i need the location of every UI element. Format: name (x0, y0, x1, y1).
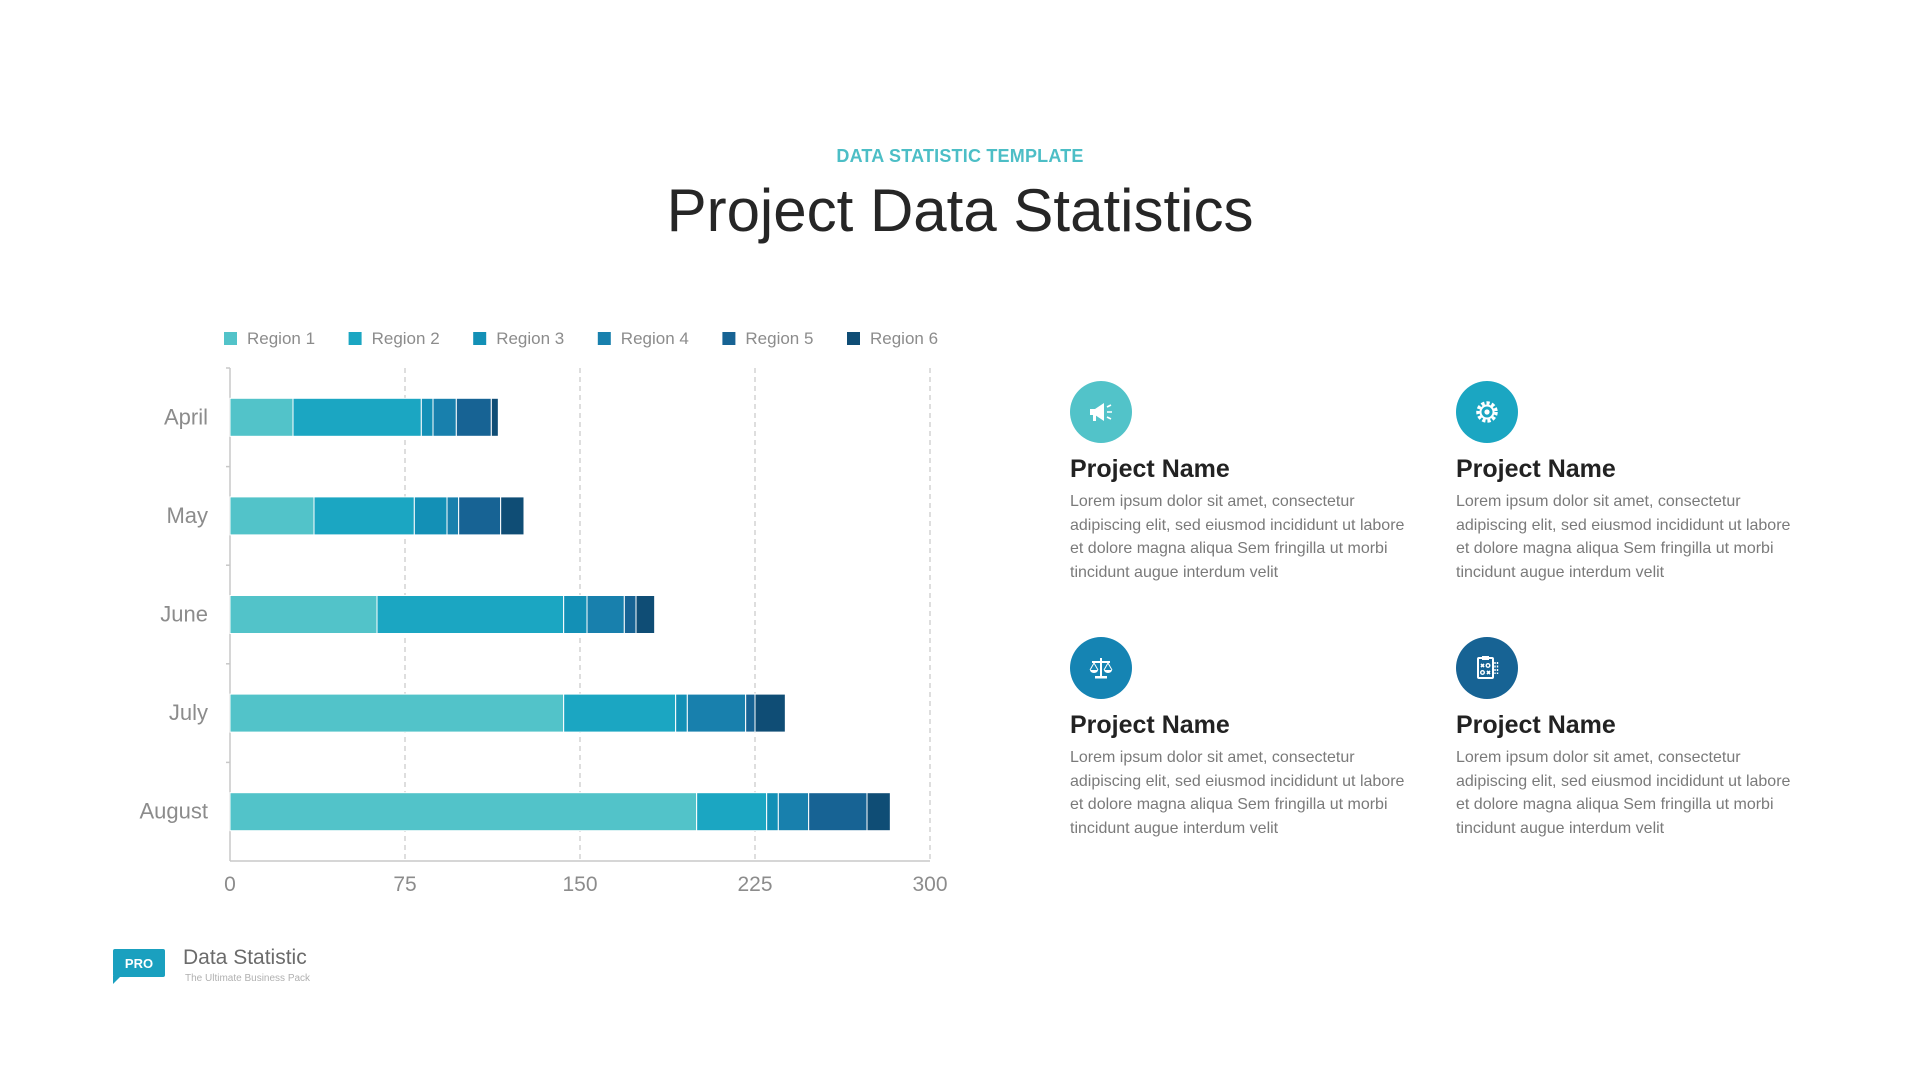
category-label: July (169, 700, 208, 725)
bar-segment (777, 792, 810, 832)
bar-segment (229, 397, 294, 437)
card-description: Lorem ipsum dolor sit amet, consectetur … (1456, 749, 1791, 837)
bar-segment (696, 792, 768, 832)
bar-segment (229, 496, 315, 536)
scales-icon (1089, 658, 1113, 679)
bar-segment (420, 397, 434, 437)
slide-title: Project Data Statistics (666, 177, 1254, 244)
category-label: August (140, 799, 209, 824)
bar-segment (808, 792, 868, 832)
x-tick-label: 150 (562, 873, 597, 896)
pro-badge: PRO (113, 949, 165, 977)
project-card-4: Project Name Lorem ipsum dolor sit amet,… (1456, 637, 1796, 840)
bar-segment (455, 397, 492, 437)
card-title: Project Name (1456, 711, 1616, 739)
x-tick-label: 225 (737, 873, 772, 896)
bar-segment (754, 693, 786, 733)
bar-segment (376, 595, 565, 634)
card-description: Lorem ipsum dolor sit amet, consectetur … (1070, 749, 1405, 837)
x-tick-label: 75 (393, 873, 416, 896)
card-description: Lorem ipsum dolor sit amet, consectetur … (1456, 493, 1791, 581)
legend-label: Region 3 (496, 329, 564, 348)
card-title: Project Name (1070, 455, 1230, 483)
legend-swatch (847, 332, 860, 345)
card-title: Project Name (1070, 711, 1230, 739)
legend-label: Region 5 (745, 329, 813, 348)
category-label: June (160, 602, 208, 627)
bar-segment (229, 792, 698, 832)
card-title: Project Name (1456, 455, 1616, 483)
bar-segment (229, 595, 378, 634)
bar-segment (675, 693, 688, 733)
legend-label: Region 1 (247, 329, 315, 348)
legend-swatch (473, 332, 487, 345)
bar-segment (686, 693, 747, 733)
footer-tagline: The Ultimate Business Pack (185, 973, 311, 984)
legend-swatch (348, 332, 362, 345)
bar-segment (446, 496, 460, 536)
megaphone-icon (1090, 403, 1112, 421)
legend-label: Region 2 (372, 329, 440, 348)
bar-segment (766, 792, 779, 832)
bar-segment (563, 693, 677, 733)
card-description: Lorem ipsum dolor sit amet, consectetur … (1070, 493, 1405, 581)
project-card-2: Project Name Lorem ipsum dolor sit amet,… (1456, 381, 1796, 584)
footer-brand-name: Data Statistic (183, 946, 307, 969)
bar-segment (623, 595, 637, 634)
bar-segment (635, 595, 656, 634)
bar-segment (563, 595, 588, 634)
x-tick-label: 0 (224, 873, 236, 896)
bar-segment (292, 397, 422, 437)
slide-subtitle: DATA STATISTIC TEMPLATE (836, 146, 1084, 166)
card-icon-circle (1456, 381, 1518, 443)
bar-segment (500, 496, 525, 536)
card-icon-circle (1070, 381, 1132, 443)
bar-segment (866, 792, 891, 832)
category-label: May (166, 503, 208, 528)
x-tick-label: 300 (912, 873, 947, 896)
bar-segment (413, 496, 448, 536)
bar-segment (432, 397, 457, 437)
bar-segment (313, 496, 415, 536)
category-label: April (164, 404, 208, 429)
bar-segment (586, 595, 625, 634)
legend-label: Region 6 (870, 329, 938, 348)
legend-swatch (597, 332, 611, 345)
stacked-bar-chart: 0 75 150 225 300 April May June July August Region… (140, 329, 948, 896)
bar-segment (490, 397, 499, 437)
card-icon-circle (1456, 637, 1518, 699)
legend-swatch (224, 332, 237, 345)
legend-swatch (722, 332, 736, 345)
pro-badge-tail (113, 976, 121, 984)
project-card-3: Project Name Lorem ipsum dolor sit amet,… (1070, 637, 1410, 840)
legend-label: Region 4 (621, 329, 689, 348)
bar-segment (229, 693, 565, 733)
strategy-board-icon (1477, 656, 1499, 679)
bar-segment (745, 693, 756, 733)
project-card-1: Project Name Lorem ipsum dolor sit amet,… (1070, 381, 1410, 584)
card-icon-circle (1070, 637, 1132, 699)
bar-segment (458, 496, 502, 536)
gear-icon (1476, 401, 1498, 423)
